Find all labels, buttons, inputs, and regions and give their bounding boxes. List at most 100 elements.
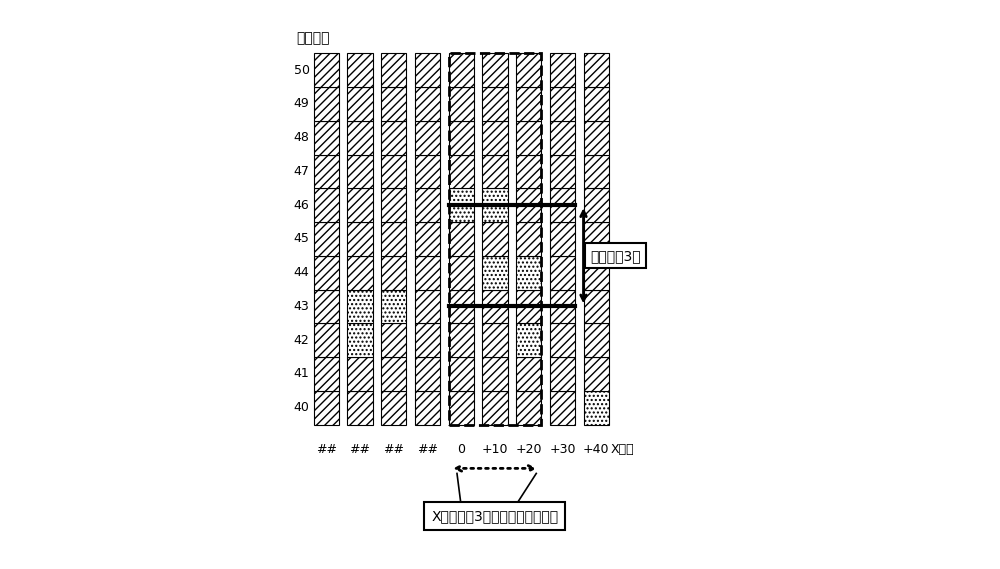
Bar (516, 357, 541, 391)
Text: 47: 47 (294, 165, 310, 178)
Bar (347, 121, 373, 155)
Bar (314, 323, 339, 357)
Bar (550, 121, 575, 155)
Bar (584, 188, 609, 222)
Bar (381, 391, 406, 424)
Bar (550, 290, 575, 323)
Bar (381, 53, 406, 87)
Bar (516, 391, 541, 424)
Text: +30: +30 (549, 443, 576, 456)
Bar (584, 53, 609, 87)
Bar (482, 357, 508, 391)
Bar (482, 155, 508, 188)
Bar (584, 391, 609, 424)
Bar (449, 391, 474, 424)
Bar (516, 188, 541, 222)
Text: +40: +40 (583, 443, 609, 456)
Bar (584, 323, 609, 357)
Bar (347, 357, 373, 391)
Bar (449, 323, 474, 357)
Bar (516, 121, 541, 155)
Text: ##: ## (383, 443, 404, 456)
Bar (550, 391, 575, 424)
Bar (347, 87, 373, 121)
Bar (482, 87, 508, 121)
Bar (482, 222, 508, 256)
Bar (347, 256, 373, 290)
Bar (584, 87, 609, 121)
Bar (449, 121, 474, 155)
Bar (482, 323, 508, 357)
Bar (449, 188, 474, 222)
Text: +20: +20 (515, 443, 542, 456)
Bar (415, 391, 440, 424)
Bar (381, 323, 406, 357)
Bar (415, 121, 440, 155)
Bar (314, 87, 339, 121)
Bar (381, 222, 406, 256)
Bar (449, 155, 474, 188)
Bar (347, 222, 373, 256)
Bar (449, 53, 541, 424)
Bar (347, 53, 373, 87)
Bar (314, 391, 339, 424)
Bar (516, 323, 541, 357)
Bar (415, 155, 440, 188)
Text: 高度方向: 高度方向 (297, 31, 330, 45)
Bar (347, 391, 373, 424)
Text: 45: 45 (294, 233, 310, 245)
Text: 41: 41 (294, 368, 310, 381)
Bar (415, 87, 440, 121)
Bar (449, 357, 474, 391)
Bar (584, 155, 609, 188)
Text: 40: 40 (294, 401, 310, 414)
Bar (314, 188, 339, 222)
Bar (415, 290, 440, 323)
Bar (550, 188, 575, 222)
Bar (449, 256, 474, 290)
Text: ##: ## (417, 443, 438, 456)
Text: 46: 46 (294, 199, 310, 212)
Text: 44: 44 (294, 266, 310, 279)
Bar (482, 188, 508, 222)
Text: 高度方向3点: 高度方向3点 (590, 249, 641, 263)
Bar (550, 53, 575, 87)
Bar (347, 290, 373, 323)
Bar (347, 155, 373, 188)
Bar (550, 222, 575, 256)
Bar (381, 290, 406, 323)
Text: ##: ## (349, 443, 370, 456)
Bar (516, 256, 541, 290)
Text: +10: +10 (482, 443, 508, 456)
Bar (550, 256, 575, 290)
Bar (584, 121, 609, 155)
Bar (449, 87, 474, 121)
Bar (584, 290, 609, 323)
Bar (584, 256, 609, 290)
Bar (415, 188, 440, 222)
Bar (482, 290, 508, 323)
Text: X方向上有3个或更多的连续位置: X方向上有3个或更多的连续位置 (431, 509, 559, 523)
Bar (482, 121, 508, 155)
Bar (516, 53, 541, 87)
Bar (449, 290, 474, 323)
Bar (550, 87, 575, 121)
Bar (516, 290, 541, 323)
Bar (381, 87, 406, 121)
Bar (381, 256, 406, 290)
Bar (482, 391, 508, 424)
Bar (314, 155, 339, 188)
Bar (482, 53, 508, 87)
Bar (516, 155, 541, 188)
Bar (381, 357, 406, 391)
Bar (415, 323, 440, 357)
Text: ##: ## (316, 443, 337, 456)
Bar (482, 256, 508, 290)
Bar (516, 87, 541, 121)
Bar (347, 323, 373, 357)
Bar (449, 222, 474, 256)
Bar (381, 155, 406, 188)
Bar (415, 222, 440, 256)
Bar (516, 222, 541, 256)
Text: 42: 42 (294, 333, 310, 347)
